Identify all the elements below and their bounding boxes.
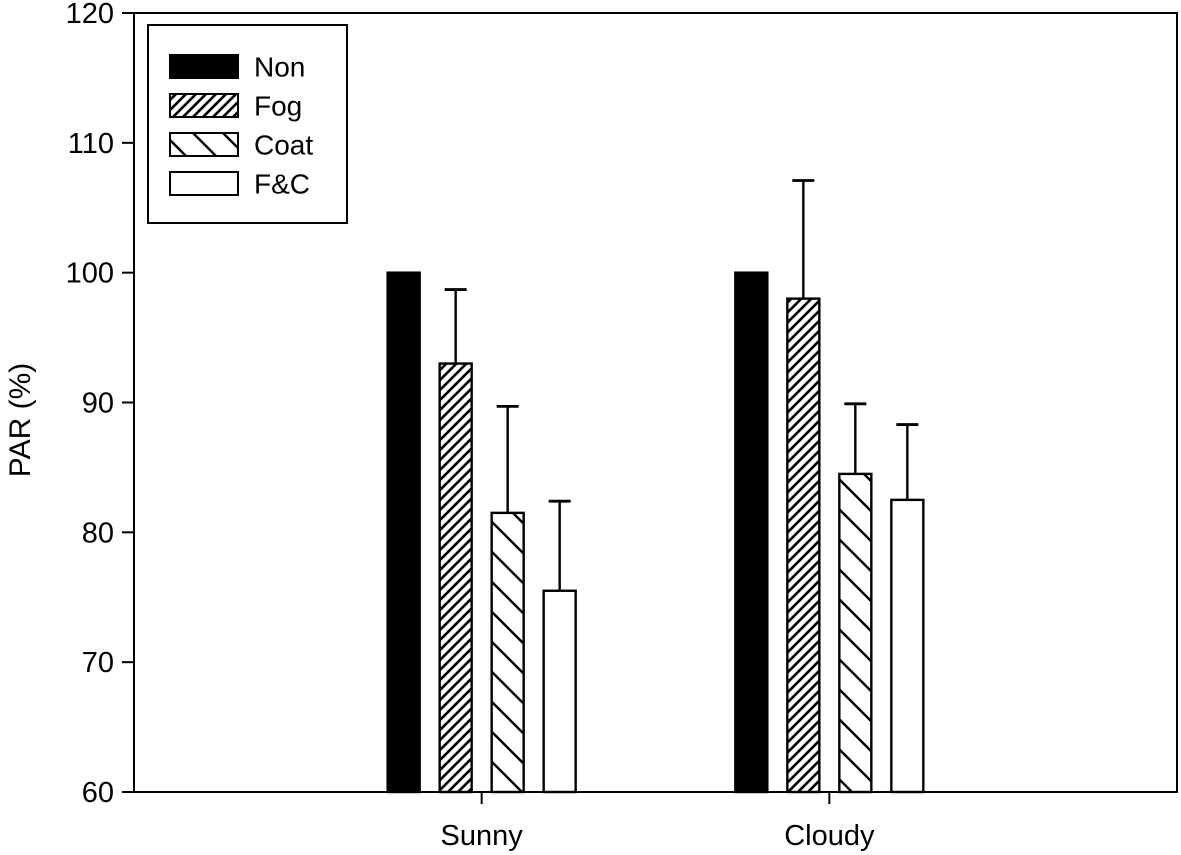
legend-swatch-fc — [169, 171, 239, 196]
y-axis-label: PAR (%) — [4, 363, 37, 477]
legend-swatch-non — [169, 54, 239, 79]
x-tick-label-cloudy: Cloudy — [784, 820, 875, 852]
legend-label-non: Non — [254, 52, 305, 83]
legend-swatch-coat — [169, 132, 239, 157]
bar-fog-sunny — [438, 362, 473, 794]
y-tick-label: 60 — [82, 777, 114, 809]
y-tick-label: 120 — [66, 0, 114, 30]
bar-non-cloudy — [734, 271, 769, 794]
y-tick-label: 110 — [68, 128, 114, 160]
y-tick-label: 80 — [82, 517, 114, 549]
bar-fc-sunny — [542, 589, 577, 794]
y-tick-label: 100 — [66, 258, 114, 290]
y-tick-label: 70 — [82, 647, 114, 679]
bar-fog-cloudy — [786, 297, 821, 794]
legend-label-coat: Coat — [254, 130, 313, 161]
y-tick-label: 90 — [82, 388, 114, 420]
legend-swatch-fog — [169, 93, 239, 118]
bar-coat-cloudy — [838, 472, 873, 794]
bar-fc-cloudy — [890, 498, 925, 794]
legend-label-fog: Fog — [254, 91, 302, 122]
legend-label-fc: F&C — [254, 169, 310, 200]
x-tick-label-sunny: Sunny — [441, 820, 524, 852]
bar-coat-sunny — [490, 511, 525, 794]
bar-non-sunny — [386, 271, 421, 794]
